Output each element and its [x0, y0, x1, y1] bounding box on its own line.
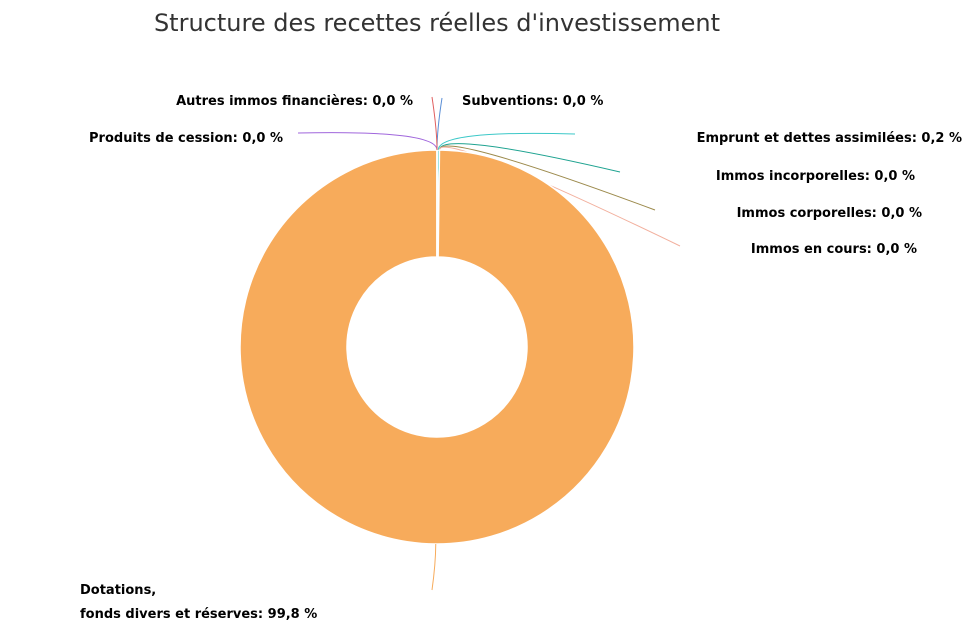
connector-line	[438, 145, 656, 211]
connector-line	[431, 96, 438, 151]
donut-slice	[239, 149, 635, 545]
data-label-line: Autres immos financières: 0,0 %	[176, 94, 413, 109]
data-label-line: Immos corporelles: 0,0 %	[737, 206, 922, 221]
connector-line	[431, 543, 437, 591]
connector-line	[297, 132, 438, 151]
data-label: Dotations, fonds divers et réserves: 99,8…	[80, 583, 317, 622]
connector-line	[436, 97, 443, 151]
data-label-line: fonds divers et réserves: 99,8 %	[80, 607, 317, 622]
data-label: Immos en cours: 0,0 %	[751, 242, 917, 257]
data-label: Immos incorporelles: 0,0 %	[716, 169, 915, 184]
chart-title: Structure des recettes réelles d'investi…	[154, 9, 720, 37]
data-label-line: Subventions: 0,0 %	[462, 94, 603, 109]
connector-line	[438, 143, 621, 173]
data-label: Produits de cession: 0,0 %	[89, 131, 283, 146]
data-label-line: Produits de cession: 0,0 %	[89, 131, 283, 146]
connector-line	[437, 132, 576, 151]
data-label-line: Dotations,	[80, 583, 156, 598]
data-label: Subventions: 0,0 %	[462, 94, 603, 109]
data-label-line: Emprunt et dettes assimilées: 0,2 %	[697, 131, 962, 146]
data-label: Autres immos financières: 0,0 %	[176, 94, 413, 109]
data-label: Emprunt et dettes assimilées: 0,2 %	[697, 131, 962, 146]
data-label-line: Immos incorporelles: 0,0 %	[716, 169, 915, 184]
data-label: Immos corporelles: 0,0 %	[737, 206, 922, 221]
data-label-line: Immos en cours: 0,0 %	[751, 242, 917, 257]
